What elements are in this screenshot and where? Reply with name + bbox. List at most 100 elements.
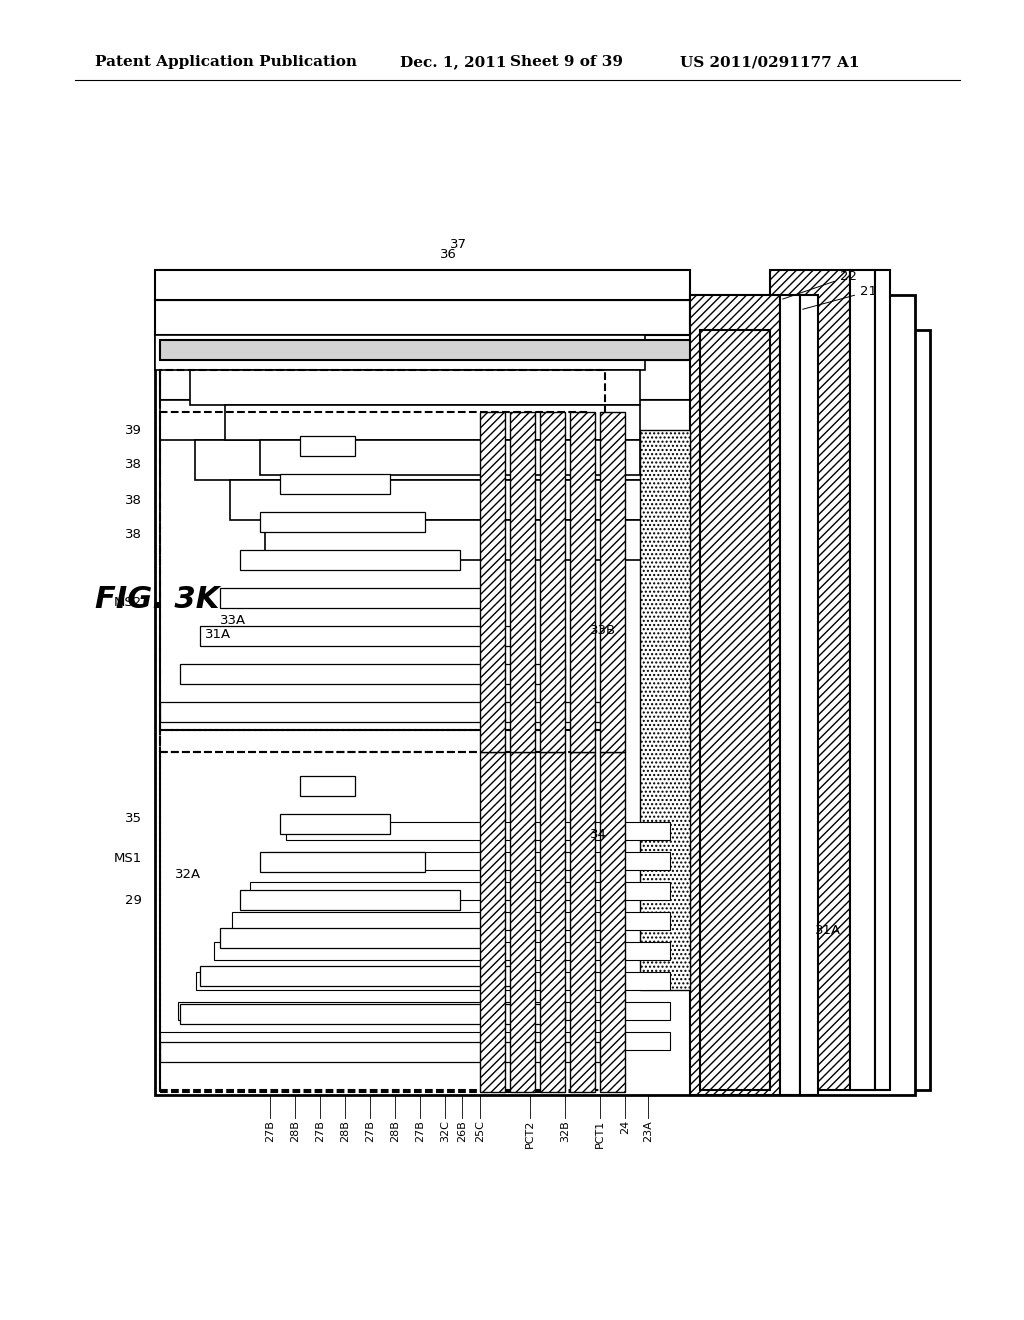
Text: 21: 21 xyxy=(803,285,877,309)
Bar xyxy=(510,752,535,1092)
Bar xyxy=(690,294,780,1096)
Bar xyxy=(200,966,530,986)
Text: 36: 36 xyxy=(440,248,457,261)
Text: PCT2: PCT2 xyxy=(525,1119,535,1148)
Bar xyxy=(155,294,915,1096)
Text: MS2: MS2 xyxy=(114,595,142,609)
Bar xyxy=(225,405,640,440)
Text: 29: 29 xyxy=(125,894,142,907)
Bar xyxy=(250,882,670,900)
Bar xyxy=(268,851,670,870)
Bar xyxy=(874,271,890,1090)
Bar xyxy=(196,972,670,990)
Bar xyxy=(260,440,640,475)
Bar xyxy=(160,412,590,752)
Text: 25C: 25C xyxy=(475,1119,485,1142)
Bar xyxy=(160,300,770,360)
Bar xyxy=(160,702,600,722)
Bar xyxy=(160,752,590,1092)
Text: 32A: 32A xyxy=(175,869,201,882)
Text: 38: 38 xyxy=(125,458,142,471)
Bar xyxy=(280,474,390,494)
Bar xyxy=(195,440,705,480)
Bar xyxy=(240,550,460,570)
Text: 32B: 32B xyxy=(560,1119,570,1142)
Text: 27B: 27B xyxy=(315,1119,325,1142)
Text: 38: 38 xyxy=(125,494,142,507)
Bar xyxy=(280,814,390,834)
Bar xyxy=(214,942,670,960)
Text: 28B: 28B xyxy=(340,1119,350,1142)
Bar xyxy=(800,294,818,1096)
Bar xyxy=(540,412,565,752)
Bar xyxy=(200,626,530,645)
Bar xyxy=(770,271,850,1090)
Bar xyxy=(160,400,720,440)
Text: PCT1: PCT1 xyxy=(595,1119,605,1148)
Bar xyxy=(540,752,565,1092)
Text: 23A: 23A xyxy=(643,1119,653,1142)
Bar xyxy=(160,1041,600,1063)
Bar xyxy=(715,459,770,979)
Text: 24: 24 xyxy=(620,1119,630,1134)
Text: Sheet 9 of 39: Sheet 9 of 39 xyxy=(510,55,623,69)
Bar xyxy=(260,851,425,873)
Bar xyxy=(160,330,930,1090)
Text: FIG. 3K: FIG. 3K xyxy=(95,586,219,615)
Text: Dec. 1, 2011: Dec. 1, 2011 xyxy=(400,55,507,69)
Bar xyxy=(155,335,645,370)
Text: 33B: 33B xyxy=(590,623,616,636)
Text: US 2011/0291177 A1: US 2011/0291177 A1 xyxy=(680,55,859,69)
Bar xyxy=(780,294,800,1096)
Bar xyxy=(600,752,625,1092)
Bar xyxy=(160,730,605,1090)
Bar xyxy=(286,822,670,840)
Text: MS1: MS1 xyxy=(114,851,142,865)
Text: 31A: 31A xyxy=(205,628,231,642)
Bar xyxy=(230,480,700,520)
Bar xyxy=(480,752,505,1092)
Bar xyxy=(240,890,460,909)
Bar xyxy=(160,360,770,400)
Text: 26B: 26B xyxy=(457,1119,467,1142)
Bar xyxy=(260,512,425,532)
Text: 27B: 27B xyxy=(415,1119,425,1142)
Bar xyxy=(300,776,355,796)
Bar xyxy=(180,664,565,684)
Text: Patent Application Publication: Patent Application Publication xyxy=(95,55,357,69)
Bar xyxy=(160,341,770,360)
Bar xyxy=(155,300,690,335)
Bar xyxy=(700,330,770,1090)
Bar xyxy=(480,412,505,752)
Bar xyxy=(570,412,595,752)
Bar xyxy=(600,412,625,752)
Bar xyxy=(180,1005,565,1024)
Bar xyxy=(220,928,495,948)
Text: 27B: 27B xyxy=(265,1119,275,1142)
Text: 33A: 33A xyxy=(220,614,246,627)
Text: 37: 37 xyxy=(450,239,467,252)
Bar xyxy=(155,271,690,300)
Bar xyxy=(265,520,695,560)
Text: 27B: 27B xyxy=(365,1119,375,1142)
Bar xyxy=(850,271,874,1090)
Bar xyxy=(300,436,355,455)
Bar xyxy=(232,912,670,931)
Text: 28B: 28B xyxy=(290,1119,300,1142)
Bar xyxy=(190,370,640,405)
Text: 38: 38 xyxy=(125,528,142,541)
Bar xyxy=(510,412,535,752)
Bar xyxy=(160,1032,670,1049)
Text: 28B: 28B xyxy=(390,1119,400,1142)
Bar xyxy=(220,587,495,609)
Text: 32C: 32C xyxy=(440,1119,450,1142)
Bar xyxy=(570,752,595,1092)
Text: 22: 22 xyxy=(782,271,857,300)
Bar xyxy=(160,370,605,730)
Text: 35: 35 xyxy=(125,812,142,825)
Bar xyxy=(640,430,690,990)
Bar xyxy=(178,1002,670,1020)
Text: 34: 34 xyxy=(590,829,607,842)
Text: 39: 39 xyxy=(125,424,142,437)
Text: 31A: 31A xyxy=(815,924,841,936)
